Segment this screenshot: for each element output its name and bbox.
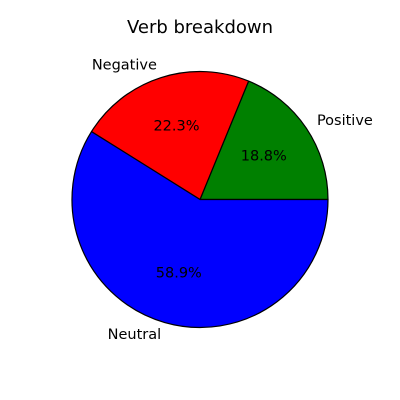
slice-neutral [71, 130, 329, 329]
pct-label-positive: 18.8% [241, 149, 287, 165]
pie-labels: 18.8% Positive 22.3% Negative 58.9% Neutral [92, 57, 373, 342]
pct-label-negative: 22.3% [153, 118, 199, 134]
pct-label-neutral: 58.9% [156, 265, 202, 281]
chart-title: Verb breakdown [127, 17, 273, 38]
slice-negative [90, 70, 250, 201]
category-label-neutral: Neutral [108, 327, 162, 343]
category-label-positive: Positive [317, 113, 373, 129]
pie-slices [71, 70, 329, 329]
category-label-negative: Negative [92, 57, 157, 73]
slice-positive [199, 80, 329, 201]
